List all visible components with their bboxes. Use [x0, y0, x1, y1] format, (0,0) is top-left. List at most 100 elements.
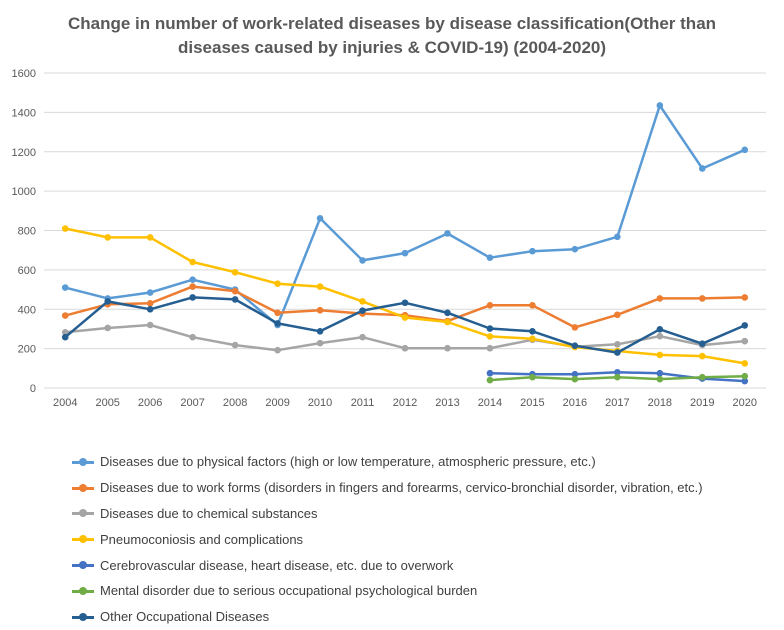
- data-point-series-4: [698, 352, 706, 360]
- data-point-series-7: [359, 307, 366, 314]
- x-tick-label: 2008: [223, 397, 247, 409]
- series-line-2: [64, 285, 745, 329]
- legend-marker-icon: [72, 586, 94, 596]
- data-point-series-4: [529, 335, 536, 343]
- legend-label: Mental disorder due to serious occupatio…: [100, 583, 478, 599]
- data-point-series-7: [274, 320, 281, 327]
- data-point-series-1: [401, 249, 409, 257]
- legend-marker-icon: [72, 457, 94, 467]
- data-point-series-5: [656, 369, 664, 377]
- data-point-series-6: [529, 373, 536, 381]
- data-point-series-1: [189, 276, 196, 284]
- data-point-series-7: [189, 294, 196, 301]
- data-point-series-2: [274, 309, 281, 317]
- data-point-series-7: [529, 328, 536, 335]
- data-point-series-5: [486, 369, 494, 377]
- y-tick-label: 1600: [12, 68, 36, 80]
- data-point-series-5: [614, 368, 621, 376]
- legend-item-7: Other Occupational Diseases: [72, 604, 772, 630]
- x-tick-label: 2010: [308, 397, 332, 409]
- y-tick-label: 0: [30, 383, 36, 395]
- y-tick-label: 400: [18, 304, 36, 316]
- data-point-series-2: [656, 295, 664, 302]
- data-point-series-7: [401, 299, 409, 307]
- data-point-series-1: [61, 284, 69, 291]
- x-tick-label: 2019: [690, 397, 714, 409]
- legend-label: Pneumoconiosis and complications: [100, 531, 304, 547]
- data-point-series-1: [444, 230, 451, 237]
- legend-label: Other Occupational Diseases: [100, 609, 270, 625]
- y-tick-label: 200: [18, 344, 36, 356]
- x-tick-label: 2018: [648, 397, 672, 409]
- data-point-series-3: [274, 346, 281, 354]
- legend-marker-icon: [72, 483, 94, 493]
- y-tick-label: 1000: [12, 186, 36, 198]
- data-point-series-7: [146, 305, 154, 313]
- data-point-series-2: [614, 311, 621, 319]
- data-point-series-3: [359, 333, 366, 341]
- x-tick-label: 2020: [733, 397, 757, 409]
- data-point-series-1: [698, 165, 706, 172]
- chart-title-line-1: Change in number of work-related disease…: [67, 14, 717, 33]
- legend-marker-icon: [72, 534, 94, 544]
- y-tick-label: 600: [18, 265, 36, 277]
- data-point-series-3: [656, 332, 664, 340]
- data-point-series-4: [656, 351, 664, 359]
- data-point-series-6: [741, 372, 749, 380]
- legend-item-1: Diseases due to physical factors (high o…: [72, 449, 772, 475]
- legend-label: Cerebrovascular disease, heart disease, …: [100, 557, 454, 573]
- chart: Change in number of work-related disease…: [11, 14, 766, 625]
- x-tick-label: 2017: [605, 397, 629, 409]
- legend-item-4: Pneumoconiosis and complications: [72, 526, 772, 552]
- x-tick-label: 2014: [478, 397, 502, 409]
- data-point-series-7: [231, 296, 239, 303]
- data-point-series-3: [401, 344, 409, 352]
- data-point-series-2: [529, 302, 536, 309]
- legend-label: Diseases due to work forms (disorders in…: [100, 480, 703, 496]
- data-point-series-2: [571, 324, 579, 331]
- data-point-series-2: [316, 306, 324, 314]
- legend-item-5: Cerebrovascular disease, heart disease, …: [72, 552, 772, 578]
- data-point-series-2: [231, 287, 239, 295]
- x-tick-label: 2013: [435, 397, 459, 409]
- x-tick-label: 2005: [95, 397, 119, 409]
- data-point-series-2: [486, 302, 494, 309]
- data-point-series-1: [359, 257, 366, 264]
- data-point-series-5: [741, 377, 749, 385]
- data-point-series-4: [146, 234, 154, 241]
- data-point-series-7: [444, 309, 451, 317]
- data-point-series-3: [614, 340, 621, 348]
- data-point-series-2: [741, 294, 749, 301]
- legend-item-6: Mental disorder due to serious occupatio…: [72, 578, 772, 604]
- data-point-series-4: [486, 333, 494, 340]
- data-point-series-3: [316, 339, 324, 347]
- data-point-series-4: [189, 258, 196, 266]
- data-point-series-2: [146, 300, 154, 307]
- data-point-series-1: [529, 247, 536, 255]
- data-point-series-1: [656, 102, 664, 109]
- legend: Diseases due to physical factors (high o…: [72, 449, 772, 630]
- legend-item-3: Diseases due to chemical substances: [72, 501, 772, 527]
- data-point-series-4: [61, 225, 69, 232]
- legend-marker-icon: [72, 612, 94, 622]
- data-point-series-5: [571, 370, 579, 378]
- data-point-series-4: [401, 314, 409, 321]
- data-point-series-4: [231, 268, 239, 276]
- data-point-series-1: [571, 245, 579, 253]
- legend-item-2: Diseases due to work forms (disorders in…: [72, 475, 772, 501]
- y-tick-label: 800: [18, 226, 36, 238]
- data-point-series-1: [741, 146, 749, 154]
- data-point-series-2: [698, 295, 706, 302]
- data-point-series-6: [486, 376, 494, 384]
- legend-label: Diseases due to chemical substances: [100, 505, 318, 521]
- data-point-series-7: [741, 322, 749, 329]
- data-point-series-2: [61, 312, 69, 319]
- x-tick-label: 2011: [351, 397, 375, 409]
- data-point-series-3: [104, 324, 112, 332]
- data-point-series-7: [614, 349, 621, 356]
- data-point-series-7: [316, 328, 324, 335]
- x-tick-label: 2012: [393, 397, 417, 409]
- plot-area: 0 200 400 600 800 1000 1200 1400 1600 2004 2005 200…: [12, 68, 766, 409]
- data-point-series-4: [741, 360, 749, 367]
- legend-marker-icon: [72, 560, 94, 570]
